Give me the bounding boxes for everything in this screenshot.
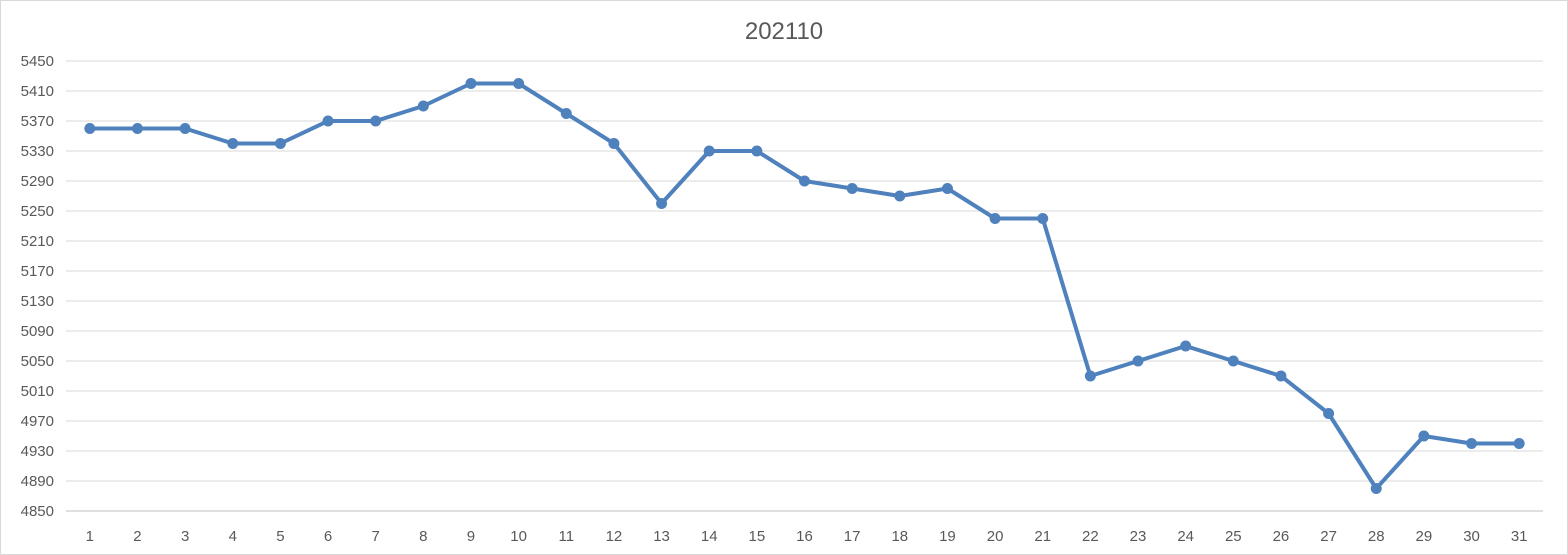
- x-tick-label: 6: [324, 528, 332, 545]
- y-tick-label: 5090: [21, 323, 54, 340]
- x-tick-label: 5: [276, 528, 284, 545]
- x-tick-label: 3: [181, 528, 189, 545]
- data-point: [465, 78, 477, 89]
- y-tick-label: 5250: [21, 203, 54, 220]
- x-tick-label: 23: [1130, 528, 1147, 545]
- data-point: [179, 123, 191, 134]
- data-point: [751, 145, 763, 157]
- data-point: [608, 138, 620, 149]
- x-tick-label: 21: [1034, 528, 1051, 545]
- y-tick-label: 5130: [21, 293, 54, 310]
- x-tick-label: 15: [749, 528, 766, 545]
- data-point: [989, 213, 1001, 224]
- x-tick-label: 27: [1320, 528, 1337, 545]
- x-tick-label: 28: [1368, 528, 1385, 545]
- y-tick-label: 4850: [21, 503, 54, 520]
- data-point: [322, 115, 334, 127]
- x-tick-label: 12: [606, 528, 623, 545]
- data-point: [799, 175, 810, 187]
- data-point: [656, 198, 668, 209]
- y-tick-label: 4930: [21, 443, 54, 460]
- data-point: [1323, 408, 1335, 419]
- data-point: [84, 123, 96, 134]
- x-axis-ticks: 1 2 3 4 5 6 7 8 9 10 11 12 13 14 15 16 17 18 19 20 21 22 23 24 2…: [86, 528, 1528, 545]
- data-point: [1037, 213, 1049, 224]
- data-point: [1132, 355, 1144, 367]
- series-line: [89, 81, 1520, 491]
- data-point: [1513, 438, 1525, 449]
- x-tick-label: 25: [1225, 528, 1242, 545]
- y-tick-label: 5450: [21, 53, 54, 70]
- x-tick-label: 18: [891, 528, 908, 545]
- x-tick-label: 11: [558, 528, 574, 545]
- x-tick-label: 26: [1273, 528, 1290, 545]
- x-tick-label: 13: [653, 528, 670, 545]
- data-point: [1466, 438, 1478, 449]
- x-tick-label: 1: [86, 528, 94, 545]
- x-tick-label: 9: [467, 528, 475, 545]
- x-tick-label: 22: [1082, 528, 1099, 545]
- x-tick-label: 16: [796, 528, 813, 545]
- series-layer: [84, 78, 1525, 494]
- data-point: [370, 115, 382, 127]
- x-tick-label: 29: [1416, 528, 1433, 545]
- data-point: [227, 138, 239, 149]
- chart-title: 202110: [744, 18, 824, 45]
- x-tick-label: 30: [1463, 528, 1480, 545]
- data-point: [560, 108, 572, 119]
- x-tick-label: 17: [844, 528, 861, 545]
- x-tick-label: 8: [419, 528, 427, 545]
- data-point: [846, 183, 858, 194]
- x-tick-label: 14: [701, 528, 718, 545]
- data-point: [1370, 483, 1382, 494]
- data-point: [274, 138, 286, 149]
- y-tick-label: 5210: [21, 233, 54, 250]
- x-tick-label: 4: [229, 528, 237, 545]
- x-tick-label: 24: [1177, 528, 1194, 545]
- y-axis-ticks: 4850 4890 4930 4970 5010 5050 5090 5130 5170 5210…: [21, 53, 54, 520]
- data-point: [513, 78, 525, 89]
- y-tick-label: 5010: [21, 383, 54, 400]
- x-tick-label: 7: [372, 528, 380, 545]
- x-tick-label: 20: [987, 528, 1004, 545]
- data-point: [703, 145, 715, 157]
- x-tick-label: 2: [133, 528, 141, 545]
- y-tick-label: 4970: [21, 413, 54, 430]
- y-tick-label: 5370: [21, 113, 54, 130]
- y-tick-label: 5330: [21, 143, 54, 160]
- data-point: [1084, 370, 1096, 382]
- y-tick-label: 5170: [21, 263, 54, 280]
- data-point: [417, 100, 429, 112]
- y-tick-label: 4890: [21, 473, 54, 490]
- data-point: [941, 183, 953, 194]
- gridlines: [66, 60, 1543, 512]
- data-point: [1227, 355, 1239, 367]
- x-tick-label: 19: [939, 528, 956, 545]
- x-tick-label: 10: [510, 528, 527, 545]
- data-point: [1275, 370, 1287, 382]
- y-tick-label: 5410: [21, 83, 54, 100]
- data-point: [894, 190, 906, 202]
- data-point: [131, 123, 143, 134]
- data-point: [1418, 430, 1430, 442]
- y-tick-label: 5290: [21, 173, 54, 190]
- data-point: [1180, 340, 1192, 352]
- x-tick-label: 31: [1511, 528, 1528, 545]
- y-tick-label: 5050: [21, 353, 54, 370]
